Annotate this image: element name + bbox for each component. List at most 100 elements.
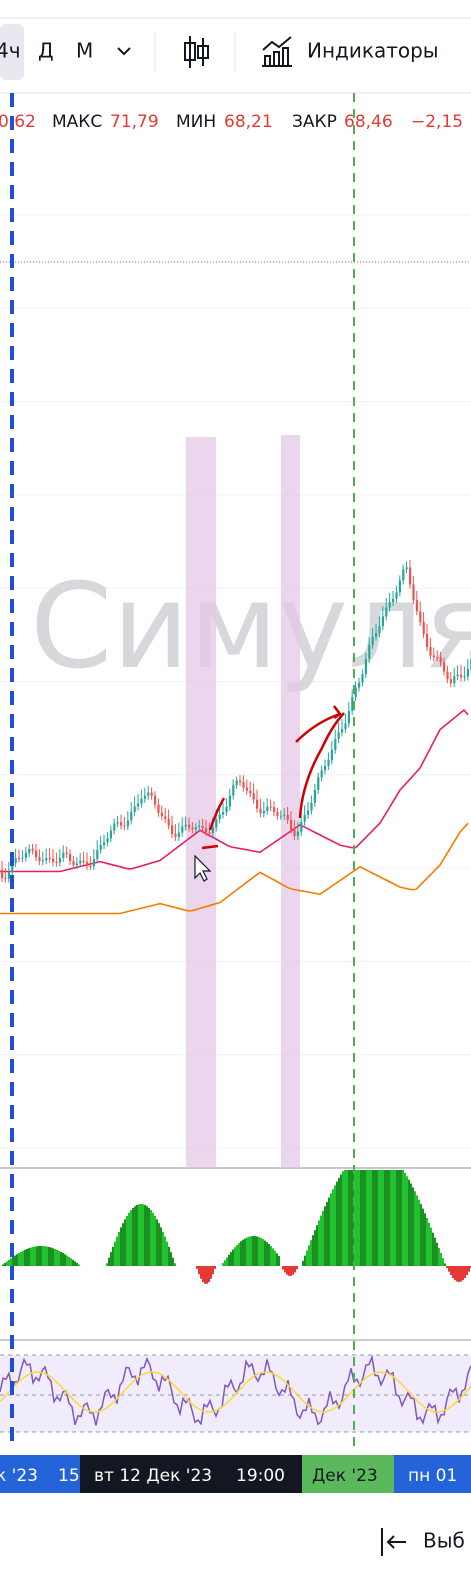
histogram-bar bbox=[418, 1199, 420, 1266]
histogram-bar bbox=[288, 1266, 290, 1276]
candle-body bbox=[337, 732, 340, 740]
histogram-bar bbox=[364, 1170, 366, 1266]
histogram-bar bbox=[242, 1239, 244, 1266]
select-button[interactable]: Выб bbox=[381, 1528, 465, 1556]
candle-body bbox=[140, 798, 143, 804]
candle-body bbox=[201, 825, 204, 829]
histogram-bar bbox=[22, 1250, 24, 1266]
candle-body bbox=[327, 760, 330, 766]
candle-body bbox=[75, 863, 78, 865]
histogram-bar bbox=[268, 1244, 270, 1266]
histogram-bar bbox=[172, 1257, 174, 1266]
indicators-icon[interactable] bbox=[262, 36, 292, 67]
histogram-bar bbox=[158, 1223, 160, 1266]
histogram-bar bbox=[356, 1170, 358, 1266]
histogram-bar bbox=[460, 1266, 462, 1282]
histogram-bar bbox=[276, 1253, 278, 1266]
histogram-bar bbox=[406, 1176, 408, 1266]
histogram-bar bbox=[454, 1266, 456, 1281]
candle-body bbox=[4, 877, 7, 879]
histogram-bar bbox=[426, 1217, 428, 1266]
histogram-bar bbox=[136, 1204, 138, 1266]
histogram-bar bbox=[338, 1177, 340, 1266]
candle-body bbox=[252, 793, 255, 800]
candle-body bbox=[245, 787, 248, 791]
histogram-bar bbox=[8, 1259, 10, 1266]
histogram-bar bbox=[274, 1250, 276, 1266]
histogram-bar bbox=[434, 1237, 436, 1266]
histogram-bar bbox=[264, 1240, 266, 1266]
candle-body bbox=[35, 850, 38, 858]
candle-body bbox=[361, 674, 364, 683]
histogram-bar bbox=[40, 1246, 42, 1266]
histogram-bar bbox=[324, 1206, 326, 1266]
candle-body bbox=[300, 821, 303, 832]
histogram-bar bbox=[126, 1215, 128, 1266]
histogram-bar bbox=[232, 1249, 234, 1266]
histogram-bar bbox=[42, 1246, 44, 1266]
histogram-bar bbox=[372, 1170, 374, 1266]
candle-body bbox=[65, 852, 68, 854]
time-label: 19:00 bbox=[236, 1466, 285, 1486]
candle-body bbox=[419, 611, 422, 623]
histogram-bar bbox=[228, 1254, 230, 1266]
histogram-bar bbox=[444, 1263, 446, 1266]
histogram-bar bbox=[430, 1227, 432, 1266]
histogram-bar bbox=[74, 1261, 76, 1266]
histogram-bar bbox=[252, 1236, 254, 1266]
candle-body bbox=[429, 647, 432, 656]
dropdown-icon[interactable] bbox=[117, 47, 131, 56]
interval-label[interactable]: 4ч bbox=[0, 39, 21, 63]
histogram-bar bbox=[428, 1222, 430, 1266]
candle-body bbox=[205, 828, 208, 833]
histogram-bar bbox=[106, 1263, 108, 1266]
candle-body bbox=[174, 833, 177, 837]
candle-body bbox=[1, 870, 4, 878]
histogram-bar bbox=[350, 1170, 352, 1266]
candle-body bbox=[443, 662, 446, 672]
histogram-bar bbox=[404, 1172, 406, 1266]
candle-body bbox=[82, 860, 85, 862]
histogram-bar bbox=[468, 1266, 470, 1272]
price-chart bbox=[0, 560, 471, 915]
histogram-bar bbox=[162, 1231, 164, 1266]
histogram-bar bbox=[462, 1266, 464, 1281]
candle-body bbox=[256, 799, 259, 809]
histogram-bar bbox=[240, 1241, 242, 1266]
histogram-bar bbox=[44, 1246, 46, 1266]
month-button[interactable]: М bbox=[76, 39, 93, 63]
histogram-bar bbox=[342, 1171, 344, 1266]
time-label: 15 bbox=[58, 1466, 80, 1486]
histogram-bar bbox=[370, 1170, 372, 1266]
candle-body bbox=[436, 657, 439, 659]
day-button[interactable]: Д bbox=[38, 39, 54, 63]
histogram-bar bbox=[16, 1254, 18, 1266]
histogram-bar bbox=[392, 1170, 394, 1266]
histogram-bar bbox=[70, 1258, 72, 1266]
candle-body bbox=[86, 861, 89, 866]
indicators-button[interactable]: Индикаторы bbox=[307, 39, 439, 63]
histogram-bar bbox=[144, 1204, 146, 1266]
grid bbox=[0, 214, 471, 1149]
histogram-bar bbox=[2, 1264, 4, 1266]
interval-button[interactable] bbox=[0, 24, 24, 80]
histogram-bar bbox=[114, 1241, 116, 1266]
histogram-bar bbox=[322, 1210, 324, 1266]
histogram-bar bbox=[306, 1250, 308, 1266]
time-label: к '23 bbox=[0, 1466, 38, 1486]
chart-type-icon[interactable] bbox=[184, 36, 209, 68]
footer-label[interactable]: Выб bbox=[423, 1529, 465, 1553]
candle-body bbox=[126, 820, 129, 827]
histogram-bar bbox=[236, 1245, 238, 1266]
histogram-bar bbox=[204, 1266, 206, 1284]
histogram-bar bbox=[362, 1170, 364, 1266]
candle-body bbox=[341, 728, 344, 733]
histogram-bar bbox=[52, 1248, 54, 1266]
histogram-bar bbox=[346, 1170, 348, 1266]
histogram-bar bbox=[120, 1227, 122, 1266]
histogram-bar bbox=[366, 1170, 368, 1266]
candle-body bbox=[211, 827, 214, 834]
histogram-bar bbox=[6, 1261, 8, 1266]
candle-body bbox=[276, 812, 279, 816]
